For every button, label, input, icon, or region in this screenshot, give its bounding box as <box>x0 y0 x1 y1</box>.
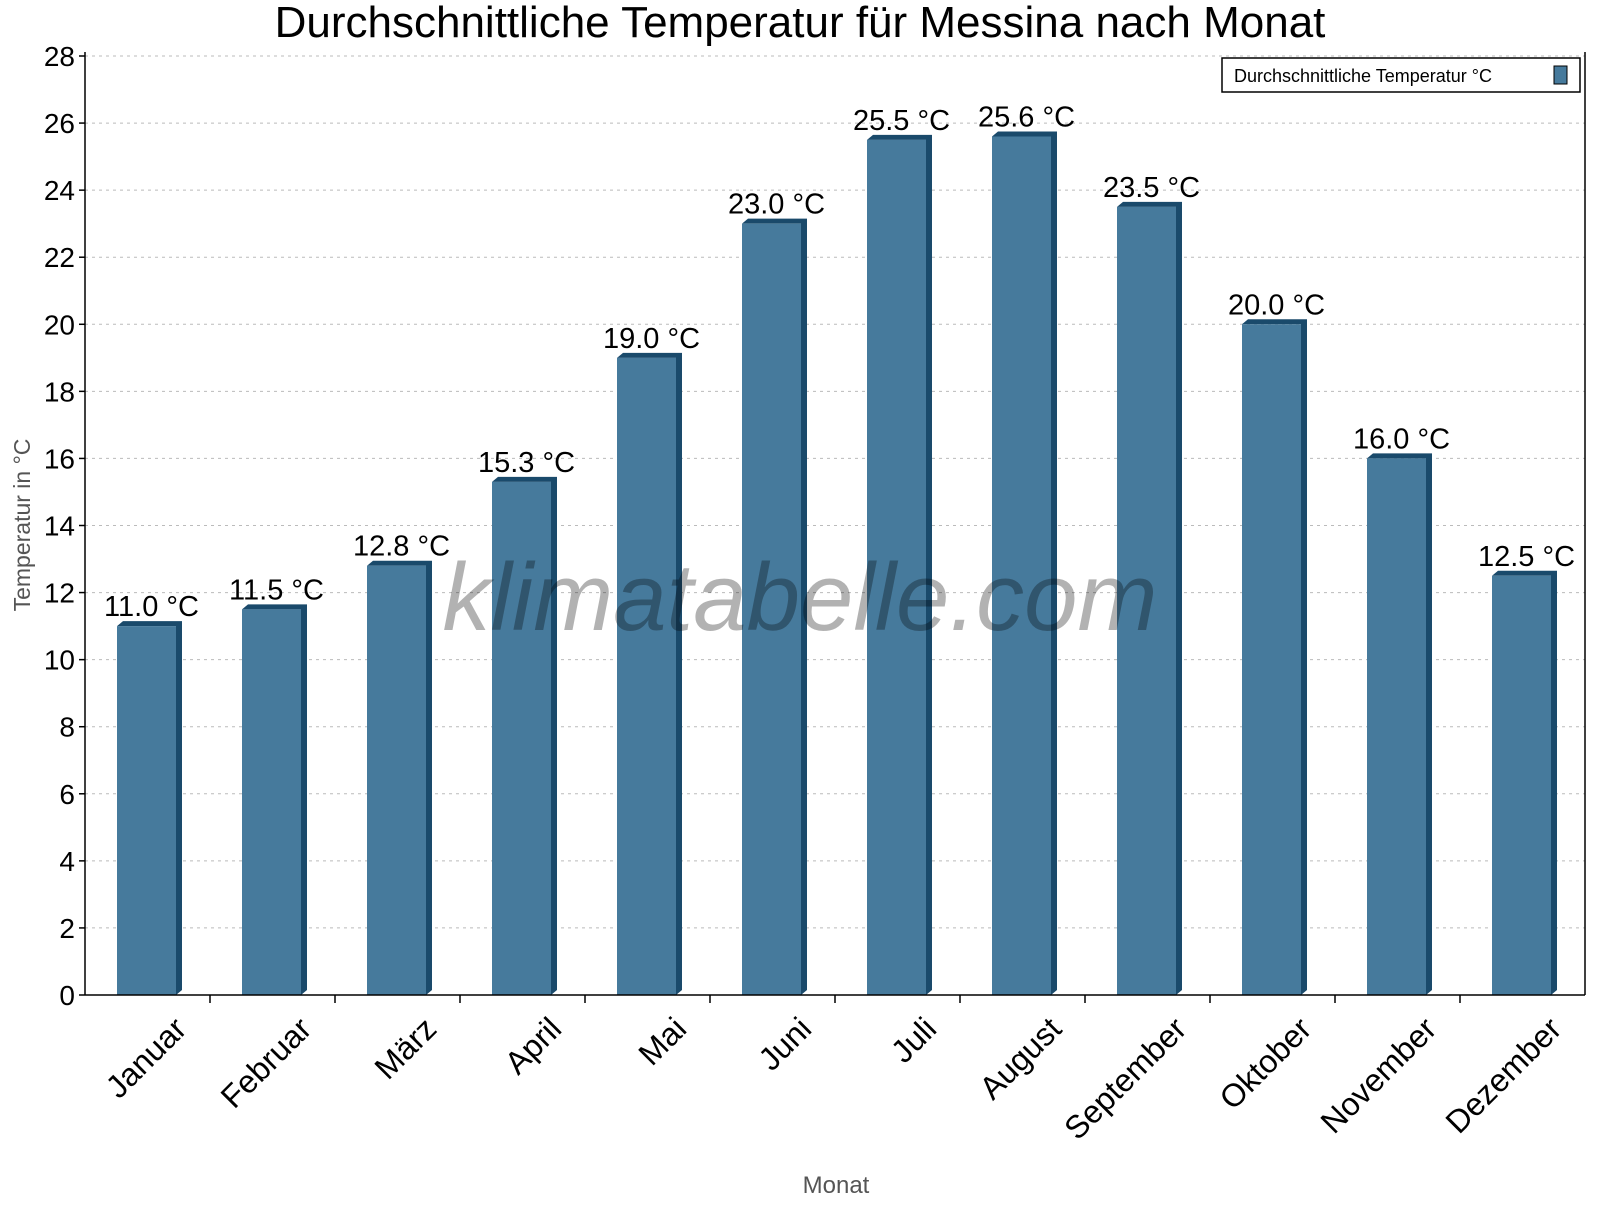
legend-swatch <box>1553 65 1568 85</box>
watermark: klimatabelle.com <box>443 544 1158 651</box>
y-axis-title: Temperatur in °C <box>9 439 35 612</box>
data-label: 11.5 °C <box>229 574 324 606</box>
bar <box>742 223 801 995</box>
y-tick-label: 0 <box>59 980 75 1011</box>
bar <box>367 565 426 995</box>
x-tick-label: April <box>498 1010 569 1081</box>
y-tick-label: 18 <box>44 376 75 407</box>
data-label: 15.3 °C <box>478 447 575 479</box>
x-tick-label: November <box>1313 1010 1443 1140</box>
data-label: 12.8 °C <box>353 531 450 563</box>
y-tick-label: 28 <box>44 41 75 72</box>
y-tick-label: 10 <box>44 645 75 676</box>
data-label: 20.0 °C <box>1228 289 1325 321</box>
data-label: 23.5 °C <box>1103 172 1200 204</box>
x-axis-title: Monat <box>803 1172 870 1199</box>
y-tick-label: 12 <box>44 578 75 609</box>
x-tick-label: Juli <box>884 1010 943 1069</box>
y-tick-label: 16 <box>44 443 75 474</box>
legend-label: Durchschnittliche Temperatur °C <box>1234 66 1492 86</box>
data-label: 12.5 °C <box>1478 541 1575 573</box>
y-tick-label: 14 <box>44 511 75 542</box>
bar <box>1492 575 1551 995</box>
bar <box>1242 324 1301 995</box>
y-tick-label: 2 <box>59 913 75 944</box>
y-tick-label: 6 <box>59 779 75 810</box>
data-label: 25.6 °C <box>978 101 1075 133</box>
legend-box <box>1221 57 1581 93</box>
x-tick-label: Juni <box>751 1010 818 1077</box>
bar <box>1367 458 1426 995</box>
x-tick-label: Februar <box>214 1010 319 1115</box>
x-tick-label: Oktober <box>1212 1010 1318 1116</box>
bar <box>1117 206 1176 996</box>
x-tick-label: Januar <box>99 1010 194 1105</box>
y-tick-label: 24 <box>44 175 75 206</box>
data-label: 11.0 °C <box>104 591 199 623</box>
bar <box>117 626 176 995</box>
data-label: 19.0 °C <box>603 323 700 355</box>
y-tick-label: 4 <box>59 846 75 877</box>
x-tick-label: Dezember <box>1438 1010 1568 1140</box>
x-tick-label: Mai <box>631 1010 693 1072</box>
data-label: 23.0 °C <box>728 189 825 221</box>
y-tick-label: 8 <box>59 712 75 743</box>
x-tick-label: März <box>368 1010 444 1086</box>
chart-title: Durchschnittliche Temperatur für Messina… <box>275 0 1326 47</box>
x-tick-label: September <box>1057 1010 1193 1146</box>
bar <box>617 357 676 996</box>
bar <box>867 139 926 995</box>
y-tick-label: 22 <box>44 242 75 273</box>
y-tick-label: 20 <box>44 309 75 340</box>
bar <box>242 609 301 995</box>
bar <box>992 136 1051 995</box>
legend: Durchschnittliche Temperatur °C <box>1221 57 1581 93</box>
y-tick-label: 26 <box>44 108 75 139</box>
bar <box>492 481 551 995</box>
data-label: 16.0 °C <box>1353 423 1450 455</box>
data-label: 25.5 °C <box>853 105 950 137</box>
x-tick-label: August <box>972 1010 1068 1106</box>
